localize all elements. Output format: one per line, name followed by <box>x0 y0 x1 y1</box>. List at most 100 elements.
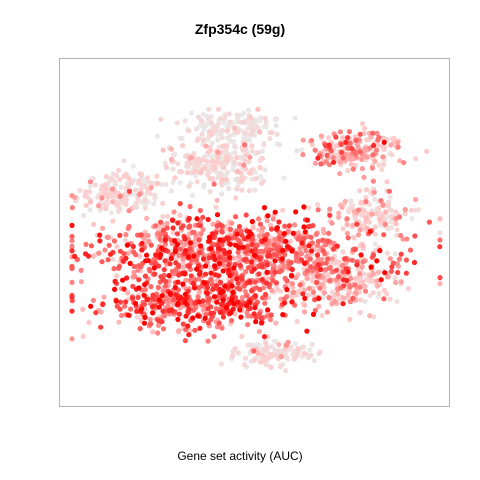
scatter-point <box>197 326 202 331</box>
scatter-point <box>359 252 364 257</box>
scatter-point <box>149 243 154 248</box>
scatter-point <box>393 251 398 256</box>
scatter-point <box>260 156 265 161</box>
scatter-point <box>376 162 381 167</box>
scatter-point <box>370 166 375 171</box>
scatter-point <box>315 202 320 207</box>
scatter-point <box>232 144 237 149</box>
scatter-point <box>360 264 365 269</box>
scatter-point <box>307 286 312 291</box>
scatter-point <box>396 144 401 149</box>
scatter-point <box>395 140 400 145</box>
scatter-point <box>388 256 393 261</box>
scatter-point <box>300 240 305 245</box>
scatter-point <box>258 115 263 120</box>
scatter-point <box>285 278 290 283</box>
scatter-point <box>388 142 393 147</box>
scatter-point <box>291 290 296 295</box>
scatter-point <box>180 143 185 148</box>
scatter-point <box>353 276 358 281</box>
scatter-point <box>208 246 213 251</box>
scatter-point <box>215 212 220 217</box>
scatter-point <box>201 182 206 187</box>
scatter-point <box>83 251 88 256</box>
scatter-point <box>229 221 234 226</box>
scatter-point <box>249 288 254 293</box>
scatter-point <box>153 223 158 228</box>
scatter-point <box>227 111 232 116</box>
scatter-point <box>212 165 217 170</box>
scatter-point <box>382 140 387 145</box>
scatter-point <box>214 300 219 305</box>
scatter-point <box>202 280 207 285</box>
scatter-point <box>413 156 418 161</box>
scatter-point <box>334 268 339 273</box>
scatter-point <box>252 311 257 316</box>
scatter-point <box>171 209 176 214</box>
scatter-point <box>186 255 191 260</box>
scatter-point <box>298 282 303 287</box>
scatter-point <box>246 265 251 270</box>
scatter-point <box>248 115 253 120</box>
scatter-point <box>364 187 369 192</box>
scatter-point <box>262 205 267 210</box>
scatter-point <box>81 334 86 339</box>
scatter-point <box>161 148 166 153</box>
scatter-point <box>225 170 230 175</box>
scatter-point <box>377 248 382 253</box>
scatter-point <box>395 270 400 275</box>
scatter-point <box>105 194 110 199</box>
scatter-point <box>205 306 210 311</box>
scatter-point <box>202 166 207 171</box>
scatter-point <box>258 222 263 227</box>
scatter-point <box>113 279 118 284</box>
scatter-point <box>171 225 176 230</box>
scatter-point <box>256 271 261 276</box>
scatter-point <box>143 206 148 211</box>
scatter-point <box>175 317 180 322</box>
scatter-point <box>265 218 270 223</box>
scatter-point <box>128 307 133 312</box>
scatter-point <box>265 262 270 267</box>
scatter-point <box>96 203 101 208</box>
scatter-point <box>173 285 178 290</box>
scatter-point <box>163 284 168 289</box>
scatter-point <box>358 149 363 154</box>
scatter-point <box>302 351 307 356</box>
scatter-point <box>215 198 220 203</box>
scatter-point <box>125 243 130 248</box>
scatter-point <box>122 158 127 163</box>
scatter-point <box>116 266 121 271</box>
scatter-point <box>97 238 102 243</box>
scatter-point <box>116 320 121 325</box>
scatter-point <box>352 235 357 240</box>
scatter-point <box>205 285 210 290</box>
scatter-point <box>336 215 341 220</box>
scatter-point <box>259 181 264 186</box>
scatter-point <box>167 273 172 278</box>
scatter-point <box>282 224 287 229</box>
scatter-point <box>232 126 237 131</box>
scatter-point <box>263 292 268 297</box>
scatter-point <box>331 160 336 165</box>
scatter-point <box>176 328 181 333</box>
scatter-point <box>161 326 166 331</box>
scatter-point <box>381 162 386 167</box>
scatter-point <box>114 299 119 304</box>
scatter-point <box>152 271 157 276</box>
scatter-point <box>413 197 418 202</box>
scatter-point <box>262 237 267 242</box>
scatter-point <box>209 120 214 125</box>
scatter-point <box>197 272 202 277</box>
scatter-point <box>343 140 348 145</box>
scatter-point <box>361 175 366 180</box>
scatter-point <box>272 338 277 343</box>
scatter-point <box>319 133 324 138</box>
scatter-point <box>224 305 229 310</box>
scatter-point <box>186 264 191 269</box>
scatter-point <box>314 232 319 237</box>
scatter-point <box>228 242 233 247</box>
scatter-point <box>199 118 204 123</box>
scatter-point <box>187 184 192 189</box>
scatter-point <box>139 241 144 246</box>
